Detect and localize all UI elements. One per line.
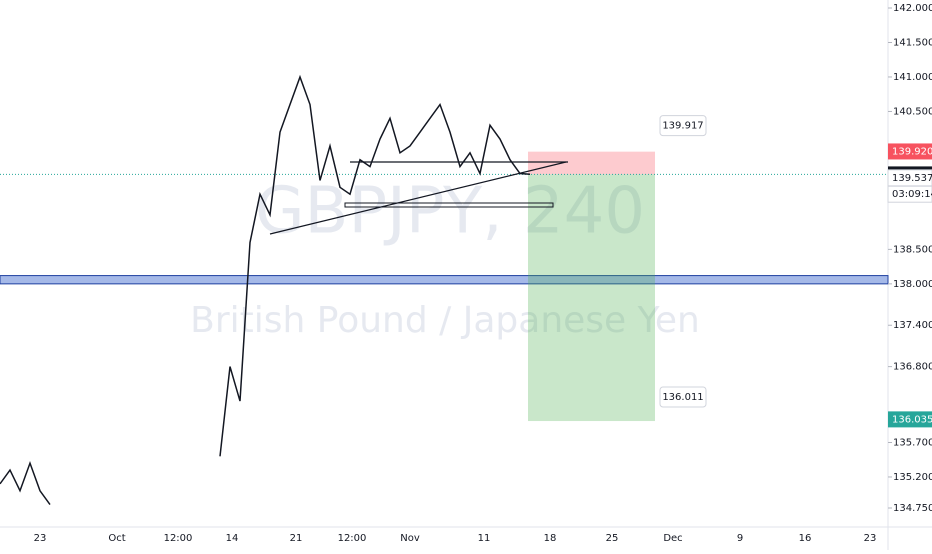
y-tick-label: 138.500 [893,244,932,255]
y-tick-label: 140.500 [893,106,932,117]
position-label: 139.917 [662,121,703,132]
price-tag [887,185,932,203]
y-tick-label: 135.700 [893,437,932,448]
price-tag [888,411,932,428]
level-band [0,275,889,285]
y-tick-label: 142.000 [893,3,932,14]
y-tick-label: 141.000 [893,72,932,83]
y-tick-label: 136.800 [893,362,932,373]
price-tag-label: 139.537 [892,173,932,184]
position-label-box [659,386,707,408]
trend-line [269,161,567,235]
position-label: 136.011 [662,392,703,403]
x-tick-label: Nov [400,533,420,544]
x-tick-label: 18 [544,533,557,544]
x-tick-label: 11 [478,533,491,544]
watermark-description: British Pound / Japanese Yen [190,300,700,341]
x-tick-label: 25 [606,533,619,544]
position-label-box [659,115,707,137]
price-tag [888,143,932,160]
x-tick-label: 12:00 [338,533,367,544]
x-tick-label: Dec [663,533,682,544]
y-tick-label: 135.200 [893,472,932,483]
price-tag-label: 136.035 [892,414,932,425]
x-tick-label: 12:00 [164,533,193,544]
stop-zone [528,151,655,175]
x-tick-label: 14 [226,533,239,544]
price-line [0,460,51,505]
x-tick-label: 16 [799,533,812,544]
x-tick-label: 21 [290,533,303,544]
y-tick-label: 141.500 [893,37,932,48]
x-tick-label: Oct [108,533,125,544]
price-tag-label: 03:09:14 [892,189,932,200]
price-tag-label: 139.920 [892,146,932,157]
support-box [344,202,554,208]
watermark-symbol: GBPJPY, 240 [255,175,645,249]
y-tick-label: 138.000 [893,279,932,290]
x-tick-label: 23 [34,533,47,544]
y-tick-label: 134.750 [893,503,932,514]
y-tick-label: 137.400 [893,320,932,331]
price-line [219,74,531,457]
target-zone [528,174,655,422]
x-tick-label: 9 [737,533,743,544]
x-tick-label: 23 [864,533,877,544]
